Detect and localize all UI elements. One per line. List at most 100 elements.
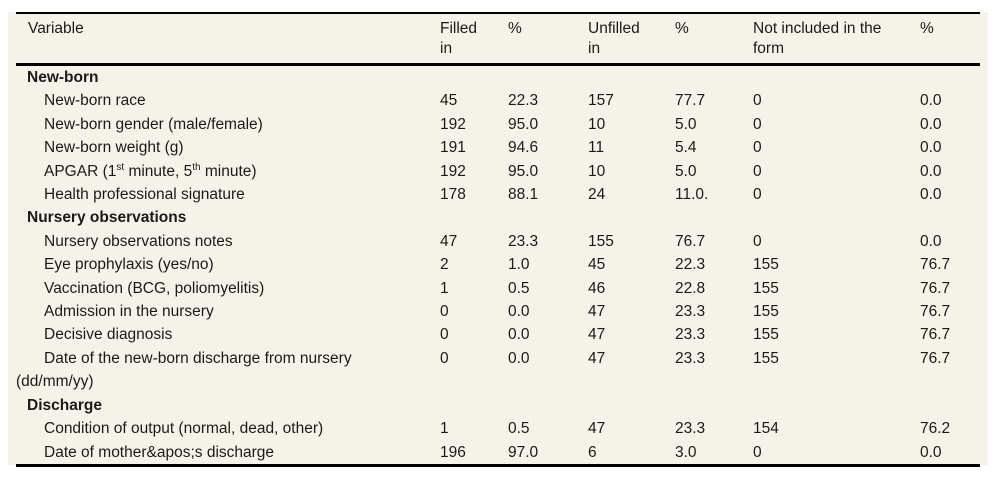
variable-label: Date of mother&apos;s discharge <box>44 443 275 461</box>
empty-cell <box>440 65 508 90</box>
value-cell: 0.0 <box>920 139 942 157</box>
value-cell: 10 <box>588 162 606 180</box>
value-cell: 0.0 <box>508 303 530 321</box>
value-cell: 45 <box>588 256 606 274</box>
table-row: Date of mother&apos;s discharge 196 97.0 6 3… <box>16 441 980 466</box>
value-cell: 155 <box>588 232 614 250</box>
value-cell: 191 <box>440 139 466 157</box>
column-header-variable: Variable <box>16 13 440 66</box>
value-cell: 178 <box>440 186 466 204</box>
variable-label: New-born race <box>44 92 146 110</box>
value-cell: 10 <box>588 115 606 133</box>
empty-cell <box>675 206 753 229</box>
value-cell: 46 <box>588 279 606 297</box>
value-cell: 5.4 <box>675 139 697 157</box>
label-text: minute, 5 <box>124 162 193 180</box>
value-cell: 3.0 <box>675 443 697 461</box>
column-header-filled-in: Filled in <box>440 13 508 66</box>
value-cell: 76.7 <box>675 232 706 250</box>
value-cell: 76.7 <box>920 326 951 344</box>
value-cell: 95.0 <box>508 115 539 133</box>
empty-cell <box>675 394 753 417</box>
value-cell: 76.2 <box>920 420 951 438</box>
value-cell: 47 <box>588 349 606 367</box>
value-cell: 0.0 <box>920 162 942 180</box>
value-cell: 0 <box>753 139 762 157</box>
table-row: New-born race 45 22.3 157 77.7 0 0.0 <box>16 89 980 112</box>
value-cell: 157 <box>588 92 614 110</box>
value-cell: 155 <box>753 303 779 321</box>
table-background: Variable Filled in % Unfilled in % Not i… <box>8 12 988 467</box>
column-header-not-included-pct: % <box>920 13 980 66</box>
section-header-row: New-born <box>16 65 980 90</box>
section-title: Discharge <box>27 396 102 414</box>
table-row: APGAR (1st minute, 5th minute) 192 95.0 10 5… <box>16 160 980 183</box>
section-title: Nursery observations <box>27 209 187 227</box>
value-cell: 47 <box>588 326 606 344</box>
value-cell: 11 <box>588 139 605 157</box>
value-cell: 0 <box>753 186 762 204</box>
value-cell: 0 <box>753 162 762 180</box>
variable-label: Health professional signature <box>44 186 245 204</box>
variable-label: Eye prophylaxis (yes/no) <box>44 256 214 274</box>
empty-cell <box>508 394 588 417</box>
section-header-row: Nursery observations <box>16 206 980 229</box>
value-cell: 155 <box>753 349 779 367</box>
label-text: minute) <box>200 162 257 180</box>
table-body: New-born New-born race 45 22.3 157 77.7 0 0.0 Ne… <box>16 65 980 466</box>
value-cell: 22.3 <box>508 92 539 110</box>
column-header-unfilled-in: Unfilled in <box>588 13 675 66</box>
table-row: New-born weight (g) 191 94.6 11 5.4 0 0.0 <box>16 136 980 159</box>
value-cell: 24 <box>588 186 606 204</box>
value-cell: 0 <box>440 349 449 367</box>
value-cell: 23.3 <box>675 303 706 321</box>
value-cell: 155 <box>753 326 779 344</box>
value-cell: 11.0. <box>675 186 709 204</box>
variable-label: Condition of output (normal, dead, other… <box>44 420 324 438</box>
variable-label: Date of the new-born discharge from nurs… <box>16 349 352 391</box>
value-cell: 76.7 <box>920 303 951 321</box>
empty-cell <box>920 394 980 417</box>
value-cell: 47 <box>588 420 606 438</box>
label-text: APGAR (1 <box>44 162 117 180</box>
value-cell: 0.0 <box>508 349 530 367</box>
value-cell: 95.0 <box>508 162 539 180</box>
value-cell: 2 <box>440 256 449 274</box>
value-cell: 0.0 <box>920 115 942 133</box>
variable-label: Vaccination (BCG, poliomyelitis) <box>44 279 265 297</box>
empty-cell <box>440 206 508 229</box>
value-cell: 0.5 <box>508 279 530 297</box>
value-cell: 0 <box>753 92 762 110</box>
table-row: New-born gender (male/female) 192 95.0 10 5.… <box>16 113 980 136</box>
column-header-filled-pct: % <box>508 13 588 66</box>
variable-label: Decisive diagnosis <box>44 326 173 344</box>
empty-cell <box>508 65 588 90</box>
empty-cell <box>753 206 920 229</box>
column-header-unfilled-pct: % <box>675 13 753 66</box>
value-cell: 47 <box>440 232 458 250</box>
table-row: Vaccination (BCG, poliomyelitis) 1 0.5 46 22… <box>16 277 980 300</box>
value-cell: 0 <box>753 115 762 133</box>
value-cell: 0.0 <box>508 326 530 344</box>
table-row: Health professional signature 178 88.1 24 11… <box>16 183 980 206</box>
empty-cell <box>588 206 675 229</box>
table-header-row: Variable Filled in % Unfilled in % Not i… <box>16 13 980 66</box>
value-cell: 155 <box>753 256 779 274</box>
value-cell: 0 <box>440 303 449 321</box>
value-cell: 23.3 <box>675 349 706 367</box>
variable-label: New-born gender (male/female) <box>44 115 263 133</box>
value-cell: 196 <box>440 443 466 461</box>
value-cell: 6 <box>588 443 597 461</box>
empty-cell <box>508 206 588 229</box>
table-row: Date of the new-born discharge from nurs… <box>16 347 980 394</box>
value-cell: 23.3 <box>675 420 706 438</box>
value-cell: 155 <box>753 279 779 297</box>
table-row: Nursery observations notes 47 23.3 155 76.7 0… <box>16 230 980 253</box>
value-cell: 23.3 <box>675 326 706 344</box>
variable-label: Admission in the nursery <box>44 303 214 321</box>
superscript-text: st <box>116 161 125 173</box>
value-cell: 192 <box>440 162 466 180</box>
value-cell: 0.0 <box>920 186 942 204</box>
results-table: Variable Filled in % Unfilled in % Not i… <box>16 12 980 467</box>
empty-cell <box>920 65 980 90</box>
